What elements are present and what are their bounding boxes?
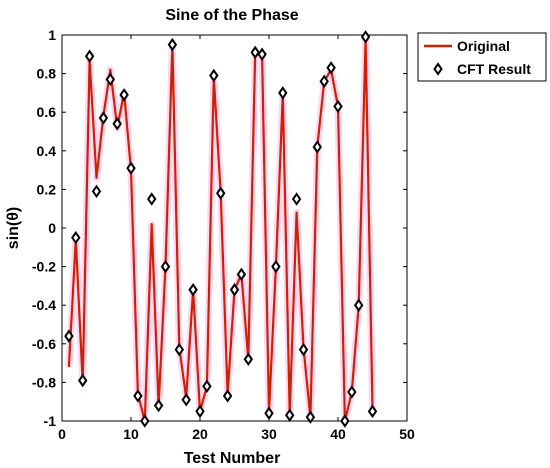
cft-marker [181, 393, 191, 407]
cft-marker [188, 283, 198, 297]
cft-marker [146, 192, 157, 206]
cft-marker [202, 379, 212, 394]
legend-entry-original: Original [457, 38, 510, 54]
cft-marker [326, 61, 336, 75]
chart-title: Sine of the Phase [165, 7, 298, 24]
cft-marker [271, 259, 281, 274]
cft-marker [367, 404, 378, 419]
legend-marker-swatch [433, 62, 443, 76]
legend: Original CFT Result [417, 32, 547, 82]
y-axis-ticks: 1 0.8 0.6 0.4 0.2 0 -0.2 -0.4 -0.6 -0.8 -1 [32, 27, 407, 429]
cft-marker [236, 267, 247, 282]
x-tick-label: 50 [399, 426, 415, 442]
y-axis-label: sin(θ) [5, 207, 22, 249]
cft-marker [278, 86, 288, 100]
cft-marker [305, 410, 316, 424]
cft-marker [160, 259, 171, 274]
x-tick-label: 20 [192, 426, 208, 442]
cft-marker [333, 99, 343, 114]
y-tick-label: -0.8 [32, 374, 56, 390]
x-tick-label: 30 [261, 426, 277, 442]
cft-marker [257, 47, 267, 62]
cft-marker [153, 398, 164, 413]
cft-result-markers [64, 30, 378, 428]
cft-marker [340, 414, 350, 428]
x-axis-label: Test Number [184, 450, 281, 467]
cft-marker [284, 408, 295, 422]
y-tick-label: -1 [44, 413, 57, 429]
y-tick-label: 0 [48, 220, 56, 236]
cft-marker [209, 68, 219, 83]
cft-marker [360, 30, 371, 44]
cft-marker [319, 74, 329, 89]
cft-marker [347, 385, 357, 399]
cft-marker [64, 329, 74, 343]
y-tick-label: -0.2 [32, 259, 56, 275]
y-tick-label: 1 [48, 27, 56, 43]
y-tick-label: 0.4 [37, 143, 57, 159]
y-tick-label: 0.8 [37, 66, 57, 82]
cft-marker [250, 45, 260, 60]
cft-marker [98, 111, 109, 125]
cft-marker [84, 49, 95, 63]
x-tick-label: 10 [123, 426, 139, 442]
cft-marker [112, 117, 122, 131]
cft-marker [167, 37, 178, 52]
x-tick-label: 40 [330, 426, 346, 442]
cft-marker [229, 283, 240, 297]
cft-marker [77, 373, 88, 388]
cft-marker [222, 389, 233, 403]
cft-marker [243, 352, 254, 366]
cft-marker [119, 88, 129, 102]
cft-marker [195, 404, 205, 419]
cft-marker [215, 186, 226, 201]
cft-marker [71, 230, 81, 245]
cft-marker [105, 72, 116, 87]
x-tick-label: 0 [58, 426, 66, 442]
legend-entry-cft-result: CFT Result [457, 61, 531, 77]
plot-area [61, 34, 408, 422]
cft-marker [312, 140, 323, 154]
cft-marker [140, 414, 150, 428]
cft-marker [126, 161, 136, 175]
cft-marker [174, 342, 185, 357]
y-tick-label: 0.6 [37, 104, 57, 120]
cft-marker [91, 184, 102, 199]
y-tick-label: -0.6 [32, 336, 56, 352]
y-tick-label: 0.2 [37, 181, 57, 197]
x-axis-ticks: 0 10 20 30 40 50 [58, 35, 415, 442]
y-tick-label: -0.4 [32, 297, 56, 313]
cft-marker [298, 342, 309, 357]
cft-marker [133, 389, 143, 403]
cft-marker [291, 192, 302, 206]
cft-marker [353, 298, 364, 312]
